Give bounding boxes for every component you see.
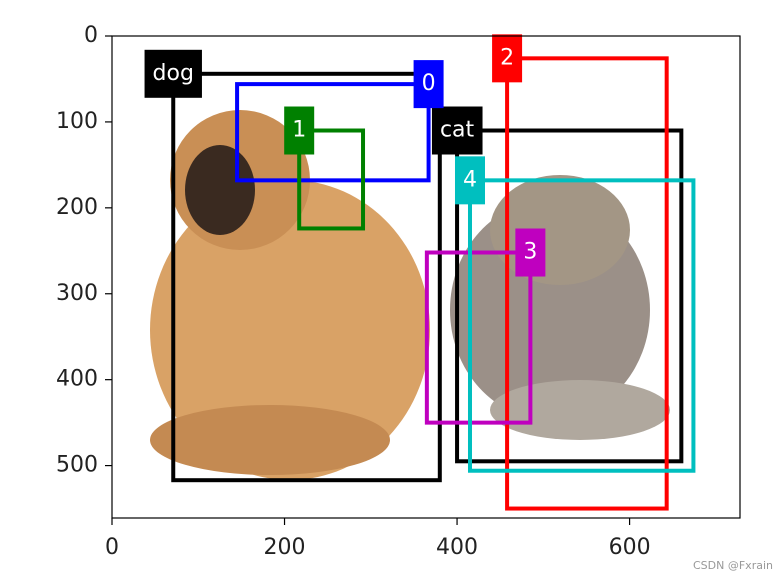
y-tick-label: 0	[84, 23, 98, 48]
bounding-box	[297, 128, 366, 231]
x-tick-label: 200	[264, 535, 306, 560]
watermark: CSDN @Fxrain	[693, 559, 773, 572]
box-label: cat	[440, 118, 475, 143]
box-label: 0	[422, 71, 436, 96]
box-label: 3	[523, 240, 537, 265]
bounding-box	[171, 71, 442, 483]
box-label-background	[284, 106, 315, 155]
x-tick-label: 0	[105, 535, 119, 560]
x-tick-label: 600	[609, 535, 651, 560]
box-label-background	[413, 60, 444, 109]
box-label-background	[515, 228, 546, 277]
axes-frame	[111, 35, 741, 519]
bounding-box	[235, 82, 431, 183]
bounding-box	[505, 56, 669, 511]
box-label: dog	[153, 61, 194, 86]
box-label: 2	[500, 45, 514, 70]
box-label: 4	[463, 167, 477, 192]
y-tick-label: 500	[56, 453, 98, 478]
y-tick-label: 400	[56, 367, 98, 392]
box-label-background	[454, 156, 485, 205]
box-label-background	[144, 49, 202, 98]
box-label-background	[431, 106, 483, 155]
box-label-background	[492, 34, 523, 83]
y-tick-label: 300	[56, 281, 98, 306]
bounding-box	[467, 178, 696, 473]
bounding-box	[424, 250, 533, 425]
y-tick-label: 200	[56, 195, 98, 220]
bounding-box	[455, 128, 684, 464]
y-tick-label: 100	[56, 109, 98, 134]
box-label: 1	[292, 118, 306, 143]
x-tick-label: 400	[436, 535, 478, 560]
